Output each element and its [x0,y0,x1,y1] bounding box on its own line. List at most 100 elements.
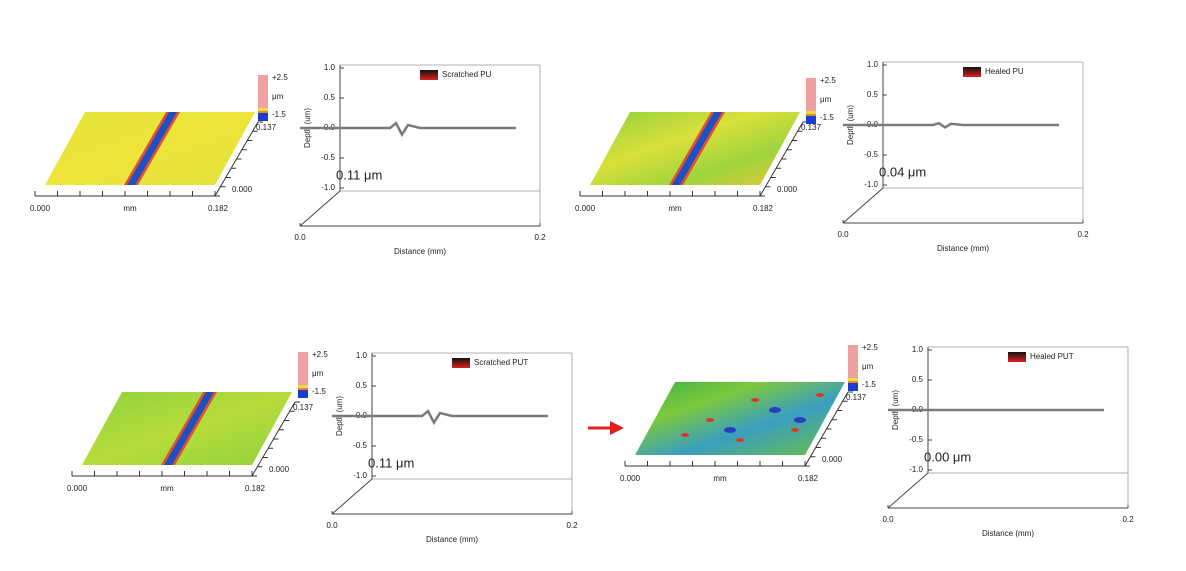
axis-label: 0.000 [67,484,88,493]
scale-label: μm [312,369,324,378]
surface-map [635,382,845,455]
surface-spot [816,393,824,397]
y-tick-label: 1.0 [324,63,336,72]
surface-spot [724,427,736,433]
legend-swatch [1008,352,1026,362]
y-tick-label: 0.5 [356,381,368,390]
scale-label: -1.5 [272,110,286,119]
scale-label: +2.5 [862,343,878,352]
frame [842,187,884,224]
y-tick-label: -1.0 [353,471,367,480]
color-bar [258,108,268,111]
profile-line [332,409,548,426]
axis-label: 0.182 [798,474,819,483]
color-bar [806,116,816,124]
y-tick-label: 0.5 [324,93,336,102]
annotation: 0.11 μm [368,455,414,470]
color-bar [806,78,816,111]
axis-label: mm [668,204,682,213]
legend-label: Scratched PUT [474,358,528,367]
x-axis-label: Distance (mm) [937,244,989,253]
surface-spot [791,428,799,432]
arrow [588,421,624,435]
color-bar [258,75,268,108]
scale-label: -1.5 [312,387,326,396]
y-tick-label: -1.0 [864,180,878,189]
color-bar [298,388,308,390]
x-tick-label: 0.2 [1122,515,1134,524]
surface-spot [794,417,806,423]
x-tick-label: 0.2 [534,233,546,242]
axis-label: mm [713,474,727,483]
x-axis-label: Distance (mm) [982,529,1034,538]
y-tick-label: -0.5 [353,441,367,450]
axis-label: 0.000 [777,185,798,194]
scratch [672,112,722,185]
color-bar [298,390,308,398]
scale-label: -1.5 [820,113,834,122]
y-tick-label: 0.5 [912,375,924,384]
y-tick-label: -1.0 [321,183,335,192]
frame [887,472,929,509]
color-bar [298,385,308,388]
axis-label: 0.000 [30,204,51,213]
legend-swatch [452,358,470,368]
y-tick-label: -1.0 [909,465,923,474]
y-tick-label: 1.0 [356,351,368,360]
y-tick-label: -0.5 [321,153,335,162]
color-bar [848,383,858,391]
axis-label: 0.137 [801,123,822,132]
x-axis-label: Distance (mm) [394,247,446,256]
legend-swatch [420,70,438,80]
y-tick-label: -0.5 [909,435,923,444]
x-tick-label: 0.2 [566,521,578,530]
scratch [127,112,177,185]
x-tick-label: 0.0 [882,515,894,524]
legend-swatch [963,67,981,77]
axis-label: mm [123,204,137,213]
color-bar [848,381,858,383]
axis-label: 0.000 [575,204,596,213]
x-tick-label: 0.0 [837,230,849,239]
surface-spot [751,398,759,402]
axis-label: 0.182 [245,484,266,493]
axis-label: 0.000 [232,185,253,194]
annotation: 0.11 μm [336,167,382,182]
frame [331,478,373,515]
color-bar [806,111,816,114]
color-bar [848,345,858,378]
axis-label: 0.137 [256,123,277,132]
surface-spot [706,418,714,422]
scale-label: +2.5 [820,76,836,85]
scale-label: μm [272,92,284,101]
axis-label: 0.182 [208,204,229,213]
color-bar [258,111,268,113]
axis-label: 0.000 [822,455,843,464]
y-tick-label: -0.5 [864,150,878,159]
scale-label: -1.5 [862,380,876,389]
scale-label: +2.5 [272,73,288,82]
color-bar [806,114,816,116]
axis-label: 0.000 [269,465,290,474]
scale-label: μm [820,95,832,104]
color-bar [298,352,308,385]
profile-line [843,121,1059,129]
profile-line [300,121,516,138]
axis-label: 0.000 [620,474,641,483]
y-tick-label: 1.0 [867,60,879,69]
scale-label: μm [862,362,874,371]
surface-spot [769,407,781,413]
axis-label: 0.137 [846,393,867,402]
axis-label: mm [160,484,174,493]
color-bar [848,378,858,381]
x-tick-label: 0.2 [1077,230,1089,239]
annotation: 0.04 μm [879,164,926,179]
annotation: 0.00 μm [924,449,971,464]
surface-spot [681,433,689,437]
y-tick-label: 0.5 [867,90,879,99]
x-tick-label: 0.0 [294,233,306,242]
legend-label: Healed PU [985,67,1024,76]
x-axis-label: Distance (mm) [426,535,478,544]
